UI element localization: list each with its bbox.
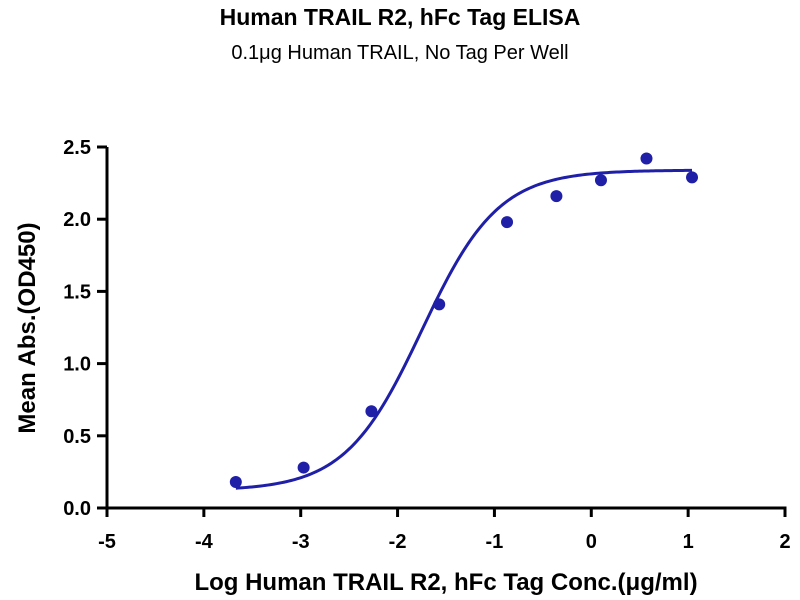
- x-tick-label: -3: [292, 531, 310, 553]
- x-tick-label: -2: [389, 531, 407, 553]
- y-tick-label: 0.0: [63, 498, 91, 520]
- fit-curve-layer: [235, 168, 693, 490]
- x-tick-label: -5: [98, 531, 116, 553]
- x-tick-label: -4: [195, 531, 214, 553]
- data-point: [501, 216, 514, 229]
- data-point: [594, 174, 607, 187]
- data-point: [550, 190, 563, 203]
- x-tick-label: 2: [779, 531, 790, 553]
- data-point: [640, 152, 653, 165]
- chart-title: Human TRAIL R2, hFc Tag ELISA: [219, 4, 581, 30]
- y-axis-label: Mean Abs.(OD450): [14, 222, 41, 433]
- x-axis-label: Log Human TRAIL R2, hFc Tag Conc.(μg/ml): [194, 569, 697, 596]
- x-tick-label: 1: [683, 531, 694, 553]
- y-tick-label: 2.5: [63, 137, 91, 159]
- data-point: [297, 461, 310, 474]
- x-tick-label: -1: [486, 531, 504, 553]
- y-tick-label: 0.5: [63, 426, 91, 448]
- y-tick-label: 1.0: [63, 354, 91, 376]
- data-point: [433, 298, 446, 311]
- x-tick-label: 0: [586, 531, 597, 553]
- y-tick-label: 2.0: [63, 209, 91, 231]
- data-points-layer: [229, 152, 699, 489]
- axes: -5 -4 -3 -2 -1 0 1 2 0.0 0.5 1.0 1.5 2.0 2.5: [63, 137, 790, 553]
- data-point: [229, 476, 242, 489]
- chart-subtitle: 0.1μg Human TRAIL, No Tag Per Well: [231, 42, 569, 64]
- data-point: [686, 171, 699, 184]
- y-tick-label: 1.5: [63, 281, 91, 303]
- fit-curve: [235, 168, 693, 490]
- data-point: [365, 405, 378, 418]
